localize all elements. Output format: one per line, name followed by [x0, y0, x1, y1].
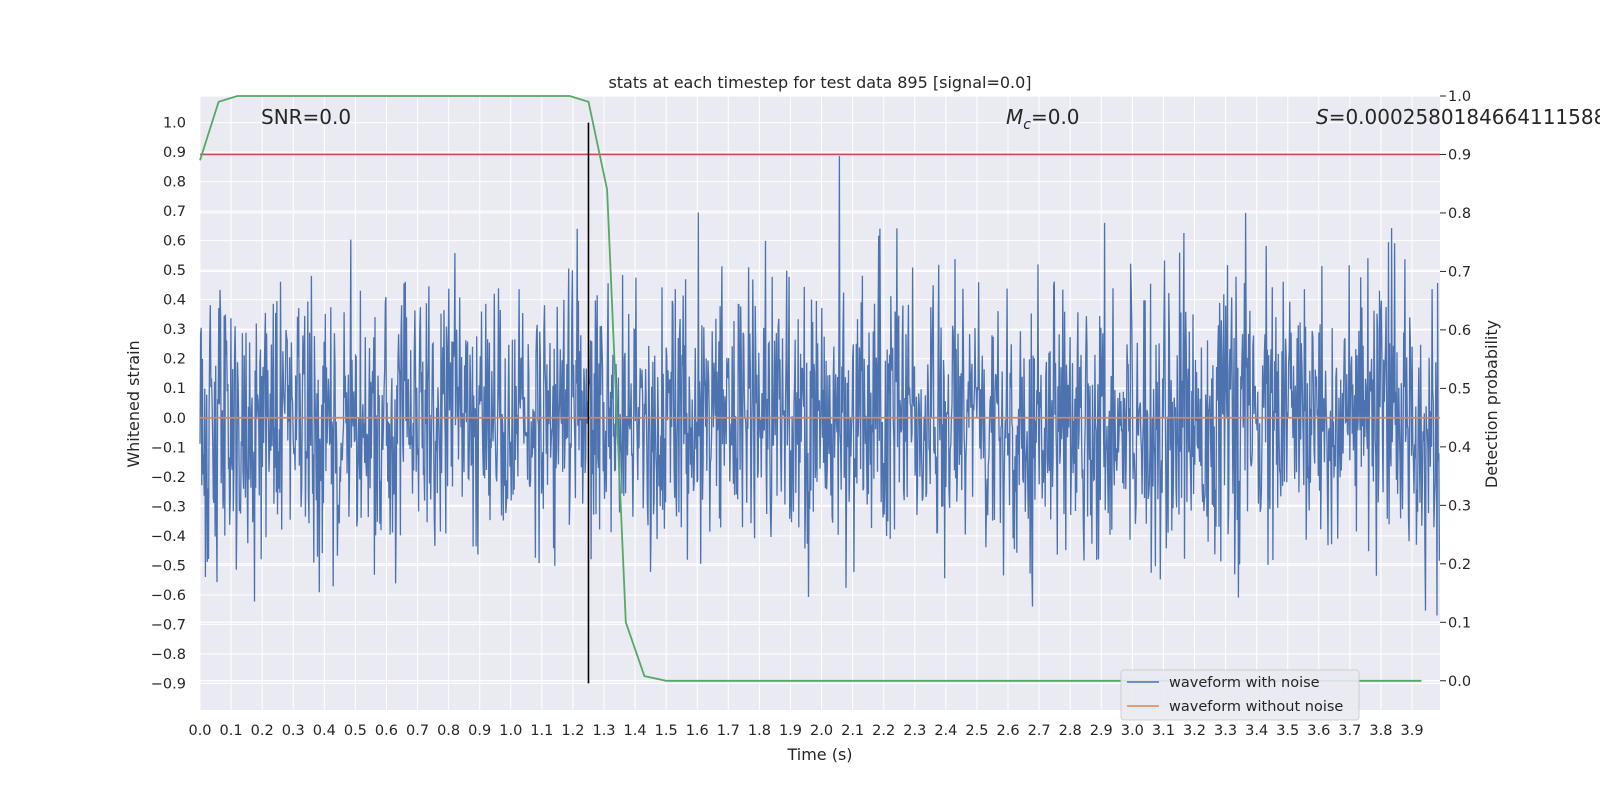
y-left-tick-label: 0.6 [163, 234, 186, 250]
y-left-tick-label: −0.2 [151, 470, 186, 486]
x-tick-label: 2.3 [903, 723, 926, 739]
x-tick-label: 3.3 [1214, 723, 1237, 739]
x-tick-label: 1.6 [686, 723, 709, 739]
mc-symbol: M [1006, 105, 1023, 129]
series-waveform-with-noise [199, 156, 1441, 616]
y-right-tick-label: 0.7 [1448, 264, 1471, 280]
legend-label-clean: waveform without noise [1169, 699, 1343, 715]
x-tick-label: 2.6 [996, 723, 1019, 739]
y-left-tick-label: −0.9 [151, 676, 186, 692]
legend: waveform with noise waveform without noi… [1120, 669, 1360, 721]
x-tick-labels: 0.0 0.1 0.2 0.3 0.4 0.5 0.6 0.7 0.8 0.9 1.0 1.1 1.2 1… [188, 723, 1423, 739]
x-tick-label: 3.6 [1307, 723, 1330, 739]
x-tick-label: 3.4 [1245, 723, 1268, 739]
y-right-tick-label: 0.2 [1448, 557, 1471, 573]
y-left-tick-label: −0.8 [151, 647, 186, 663]
y-left-tick-label: 0.8 [163, 175, 186, 191]
x-tick-label: 3.0 [1121, 723, 1144, 739]
x-tick-label: 1.3 [592, 723, 615, 739]
x-tick-label: 3.2 [1183, 723, 1206, 739]
y-axis-right-label: Detection probability [1482, 320, 1501, 488]
x-tick-label: 1.1 [530, 723, 553, 739]
y-left-tick-label: 0.1 [163, 381, 186, 397]
x-tick-label: 0.4 [313, 723, 336, 739]
y-right-tick-label: 0.3 [1448, 498, 1471, 514]
legend-label-noise: waveform with noise [1169, 675, 1320, 691]
s-symbol: S [1316, 105, 1329, 129]
x-tick-label: 2.1 [841, 723, 864, 739]
x-tick-label: 0.5 [344, 723, 367, 739]
y-right-tick-label: 1.0 [1448, 89, 1471, 105]
x-tick-label: 2.7 [1028, 723, 1051, 739]
y-left-tick-label: 1.0 [163, 116, 186, 132]
y-left-tick-label: 0.2 [163, 352, 186, 368]
y-right-tick-label: 0.9 [1448, 147, 1471, 163]
x-tick-label: 0.3 [282, 723, 305, 739]
y-left-tick-labels: 1.0 0.9 0.8 0.7 0.6 0.5 0.4 0.3 0.2 0.1 0.0 −0.1 −0.… [151, 116, 186, 693]
x-tick-label: 1.0 [499, 723, 522, 739]
x-tick-label: 0.2 [251, 723, 274, 739]
x-tick-label: 2.9 [1090, 723, 1113, 739]
y-right-tick-label: 0.1 [1448, 615, 1471, 631]
y-left-tick-label: −0.5 [151, 558, 186, 574]
y-left-tick-label: −0.4 [151, 529, 186, 545]
x-tick-label: 2.8 [1059, 723, 1082, 739]
y-axis-left-label: Whitened strain [124, 340, 143, 467]
s-annotation: S=0.0002580184664111588 [1316, 105, 1600, 129]
x-axis-label: Time (s) [786, 745, 852, 764]
y-right-tick-label: 0.0 [1448, 674, 1471, 690]
plot-area [199, 95, 1441, 684]
x-tick-label: 1.4 [624, 723, 647, 739]
y-right-tick-label: 0.4 [1448, 440, 1471, 456]
y-left-tick-label: 0.4 [163, 293, 186, 309]
y-left-tick-label: 0.5 [163, 263, 186, 279]
y-right-tick-labels: 1.0 0.9 0.8 0.7 0.6 0.5 0.4 0.3 0.2 0.1 0.0 [1440, 89, 1471, 690]
x-tick-label: 2.4 [934, 723, 957, 739]
y-right-tick-label: 0.6 [1448, 323, 1471, 339]
y-left-tick-label: −0.1 [151, 440, 186, 456]
snr-annotation: SNR=0.0 [261, 105, 351, 129]
y-left-tick-label: 0.7 [163, 204, 186, 220]
x-tick-label: 1.9 [779, 723, 802, 739]
x-tick-label: 1.2 [561, 723, 584, 739]
x-tick-label: 3.9 [1400, 723, 1423, 739]
chirp-mass-annotation: Mc=0.0 [1006, 105, 1080, 133]
mc-subscript: c [1023, 117, 1031, 133]
x-tick-label: 0.9 [468, 723, 491, 739]
x-tick-label: 0.1 [220, 723, 243, 739]
x-tick-label: 3.8 [1369, 723, 1392, 739]
y-left-tick-label: −0.3 [151, 499, 186, 515]
x-tick-label: 3.5 [1276, 723, 1299, 739]
y-left-tick-label: 0.9 [163, 145, 186, 161]
x-tick-label: 0.6 [375, 723, 398, 739]
x-tick-label: 1.8 [748, 723, 771, 739]
y-right-tick-label: 0.5 [1448, 381, 1471, 397]
legend-box [1120, 669, 1360, 721]
chart-title: stats at each timestep for test data 895… [608, 73, 1031, 92]
x-tick-label: 2.5 [965, 723, 988, 739]
s-value: =0.0002580184664111588 [1329, 105, 1600, 129]
series-detection-probability [199, 95, 1422, 682]
x-tick-label: 2.2 [872, 723, 895, 739]
y-left-tick-label: −0.6 [151, 588, 186, 604]
y-left-tick-label: 0.0 [163, 411, 186, 427]
x-tick-label: 3.7 [1338, 723, 1361, 739]
x-tick-label: 2.0 [810, 723, 833, 739]
x-tick-label: 0.0 [188, 723, 211, 739]
y-left-tick-label: −0.7 [151, 617, 186, 633]
x-tick-label: 1.5 [655, 723, 678, 739]
x-tick-label: 0.7 [406, 723, 429, 739]
mc-value: =0.0 [1031, 105, 1080, 129]
x-tick-label: 1.7 [717, 723, 740, 739]
y-left-tick-label: 0.3 [163, 322, 186, 338]
y-right-tick-label: 0.8 [1448, 206, 1471, 222]
x-tick-label: 0.8 [437, 723, 460, 739]
x-tick-label: 3.1 [1152, 723, 1175, 739]
